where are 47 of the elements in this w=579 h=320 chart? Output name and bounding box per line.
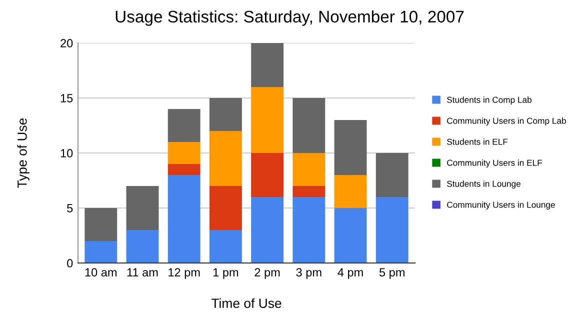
- bar: [251, 87, 284, 153]
- bar: [168, 142, 200, 164]
- y-tick-label: 0: [67, 259, 73, 268]
- bar: [84, 208, 118, 241]
- x-tick-label: 5 pm: [379, 268, 404, 279]
- y-tick-label: 5: [67, 204, 73, 212]
- bar: [292, 197, 326, 263]
- legend-label: Community Users in Comp Lab: [447, 118, 566, 126]
- bar: [84, 241, 118, 263]
- x-tick-label: 4 pm: [338, 268, 363, 279]
- bar: [209, 131, 242, 186]
- y-tick-label: 15: [60, 94, 73, 102]
- bar: [126, 230, 159, 263]
- bar: [126, 186, 159, 230]
- x-tick-label: 10 am: [85, 268, 117, 277]
- bar: [292, 98, 326, 153]
- bar: [251, 197, 284, 263]
- bar: [168, 109, 200, 142]
- x-tick-label: 1 pm: [213, 268, 238, 279]
- y-axis-title: Type of Use: [17, 118, 30, 188]
- bar: [251, 43, 284, 87]
- legend-label: Students in Comp Lab: [447, 96, 532, 105]
- y-tick-label: 10: [60, 149, 73, 158]
- x-tick-label: 11 am: [127, 268, 158, 277]
- bar: [209, 98, 242, 131]
- y-tick-label: 20: [60, 39, 73, 48]
- x-tick-label: 12 pm: [168, 268, 200, 279]
- bar: [209, 186, 242, 230]
- x-tick-label: 2 pm: [254, 268, 280, 279]
- x-axis-title: Time of Use: [211, 298, 282, 308]
- legend-label: Community Users in Lounge: [447, 201, 555, 210]
- bar: [334, 208, 367, 263]
- bar: [292, 153, 326, 186]
- bar: [168, 175, 200, 263]
- legend-label: Students in ELF: [447, 138, 508, 145]
- x-tick-label: 3 pm: [296, 268, 322, 279]
- legend-label: Community Users in ELF: [447, 160, 542, 168]
- bar: [251, 153, 284, 197]
- bar: [292, 186, 326, 197]
- bar: [334, 175, 367, 208]
- bar: [209, 230, 242, 263]
- chart-title: Usage Statistics: Saturday, November 10, 2007: [116, 10, 464, 26]
- bar: [334, 120, 367, 175]
- bar: [376, 153, 408, 197]
- bar: [168, 164, 200, 175]
- legend-label: Students in Lounge: [447, 180, 520, 189]
- bar: [376, 197, 408, 263]
